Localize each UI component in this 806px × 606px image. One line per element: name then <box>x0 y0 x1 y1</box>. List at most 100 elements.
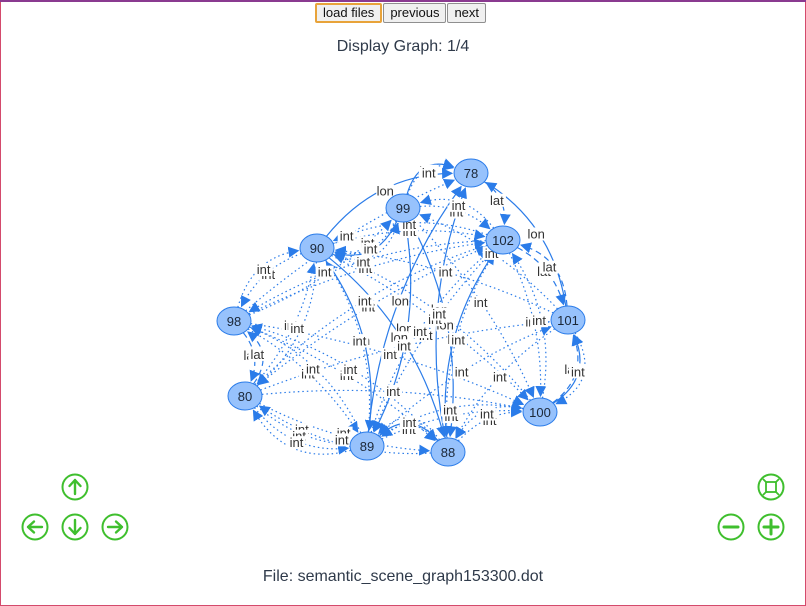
graph-title: Display Graph: 1/4 <box>336 38 470 55</box>
edge-label: int <box>413 324 427 339</box>
graph-node-100[interactable]: 100 <box>522 397 558 427</box>
graph-node-88[interactable]: 88 <box>430 437 466 467</box>
node-label: 80 <box>238 389 252 404</box>
edge-label: lon <box>528 226 545 241</box>
node-shape[interactable] <box>349 431 385 461</box>
edge-89-102[interactable] <box>370 250 491 433</box>
edge-label: int <box>386 384 400 399</box>
edge-89-98[interactable] <box>250 326 362 434</box>
edge-98-102[interactable] <box>248 238 486 315</box>
edge-label: int <box>318 265 332 280</box>
zoom-out-icon <box>717 513 745 541</box>
edge-label-bg <box>419 166 438 180</box>
edge-label: lon <box>392 293 409 308</box>
edge-88-89[interactable] <box>378 417 440 441</box>
zoom-in-icon <box>757 513 785 541</box>
edge-label-bg <box>332 433 351 447</box>
edge-102-99[interactable] <box>419 194 495 229</box>
pan-up-button[interactable] <box>61 473 89 501</box>
node-shape[interactable] <box>522 397 558 427</box>
node-label: 100 <box>529 405 551 420</box>
edge-label: int <box>335 432 349 447</box>
node-shape[interactable] <box>550 305 586 335</box>
toolbar: load files previous next <box>315 3 487 23</box>
edge-label: int <box>397 338 411 353</box>
pan-left-button[interactable] <box>21 513 49 541</box>
edge-label-bg <box>540 260 559 274</box>
zoom-extends-icon <box>757 473 785 501</box>
node-shape[interactable] <box>227 381 263 411</box>
arrow-up-icon <box>61 473 89 501</box>
pan-right-button[interactable] <box>101 513 129 541</box>
edge-101-88[interactable] <box>455 328 556 439</box>
edge-label-bg <box>568 365 587 379</box>
pan-down-button[interactable] <box>61 513 89 541</box>
graph-node-101[interactable]: 101 <box>550 305 586 335</box>
graph-node-98[interactable]: 98 <box>216 306 252 336</box>
graph-node-102[interactable]: 102 <box>485 225 521 255</box>
edge-label: int <box>443 402 457 417</box>
node-shape[interactable] <box>485 225 521 255</box>
edge-label-bg <box>449 198 468 212</box>
edge-89-80[interactable] <box>252 409 351 455</box>
graph-node-80[interactable]: 80 <box>227 381 263 411</box>
edge-102-98[interactable] <box>248 240 487 313</box>
edge-100-102[interactable] <box>511 252 547 399</box>
graph-node-89[interactable]: 89 <box>349 431 385 461</box>
edge-label: int <box>358 294 372 309</box>
arrow-right-icon <box>101 513 129 541</box>
node-label: 78 <box>464 166 478 181</box>
node-label: 98 <box>227 314 241 329</box>
edge-label-bg <box>441 403 460 417</box>
node-shape[interactable] <box>453 158 489 188</box>
node-label: 89 <box>360 439 374 454</box>
edge-label-bg <box>449 333 468 347</box>
zoom-in-button[interactable] <box>757 513 785 541</box>
edge-label: lat <box>543 260 557 275</box>
zoom-extends-button[interactable] <box>757 473 785 501</box>
edge-label: int <box>306 361 320 376</box>
edge-label: int <box>344 362 358 377</box>
edge-label-bg <box>430 307 449 321</box>
next-button[interactable]: next <box>447 3 487 23</box>
edge-label: int <box>356 254 370 269</box>
edge-label: int <box>571 364 585 379</box>
node-label: 88 <box>441 445 455 460</box>
edge-label-bg <box>384 385 403 399</box>
edge-label: int <box>290 435 304 450</box>
load-files-button[interactable]: load files <box>315 3 383 23</box>
file-name: File: semantic_scene_graph153300.dot <box>262 568 544 585</box>
edge-102-100[interactable] <box>508 252 547 398</box>
edge-101-100[interactable] <box>555 332 586 405</box>
node-shape[interactable] <box>430 437 466 467</box>
zoom-out-button[interactable] <box>717 513 745 541</box>
edge-label-bg <box>436 265 455 279</box>
edge-89-101[interactable] <box>377 325 552 437</box>
edge-label: int <box>451 332 465 347</box>
edge-label-bg <box>477 407 496 421</box>
window-top-border <box>0 0 806 2</box>
edge-label-bg <box>254 262 273 276</box>
edge-label-bg <box>376 184 395 198</box>
edge-label-bg <box>341 363 360 377</box>
edge-label-bg <box>394 339 413 353</box>
edge-label: int <box>432 306 446 321</box>
edge-label: lat <box>250 347 264 362</box>
edge-label-bg <box>410 325 429 339</box>
edge-98-78[interactable] <box>245 179 456 312</box>
edge-99-102[interactable] <box>419 205 491 230</box>
graph-node-78[interactable]: 78 <box>453 158 489 188</box>
edge-102-90[interactable] <box>332 222 488 242</box>
graph-node-90[interactable]: 90 <box>299 233 335 263</box>
edge-label-bg <box>391 294 410 308</box>
graph-node-99[interactable]: 99 <box>385 193 421 223</box>
edge-label-bg <box>527 227 546 241</box>
previous-button[interactable]: previous <box>383 3 447 23</box>
node-shape[interactable] <box>216 306 252 336</box>
node-shape[interactable] <box>299 233 335 263</box>
edge-label-bg <box>350 334 369 348</box>
node-shape[interactable] <box>385 193 421 223</box>
edge-label: int <box>452 198 466 213</box>
edge-label: int <box>402 415 416 430</box>
